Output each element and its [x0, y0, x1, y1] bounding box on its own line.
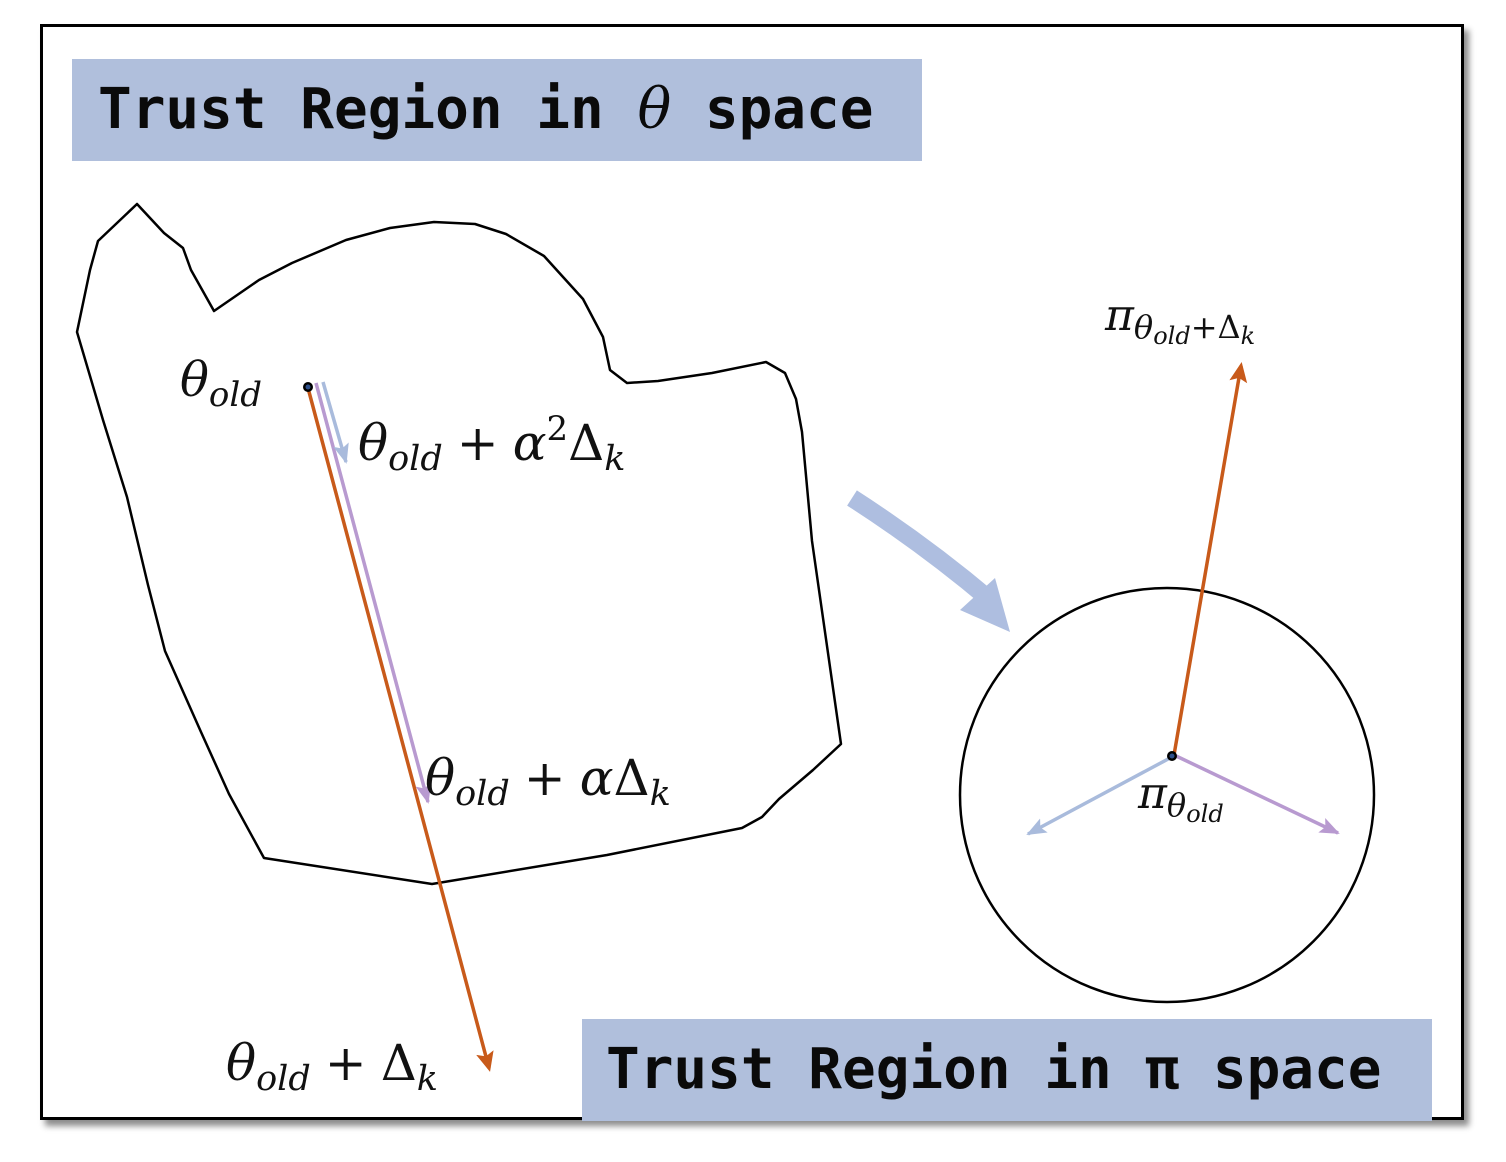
theta-trust-region-outline [75, 202, 843, 886]
theta-title-symbol: θ [637, 77, 672, 142]
label-theta-alpha2: θold + α2Δk [358, 409, 625, 479]
theta-title-suffix: space [671, 77, 874, 142]
label-theta-full: θold + Δk [226, 1034, 438, 1099]
label-pi-new: πθold+Δk [1104, 290, 1255, 350]
pi-old-point-core [1169, 753, 1175, 759]
pi-new-arrow [1172, 362, 1248, 756]
step-alpha2-arrow [321, 381, 349, 464]
label-pi-old: πθold [1137, 768, 1224, 828]
pi-space-title: Trust Region in π space [582, 1019, 1432, 1121]
mapping-arrow [847, 490, 996, 607]
pi-purple-arrow [1173, 753, 1340, 835]
label-theta-alpha: θold + αΔk [425, 749, 671, 814]
mapping-arrow-head [960, 578, 1010, 632]
pi-trust-region-circle [958, 586, 1376, 1004]
pi-blue-arrow [1026, 756, 1171, 836]
label-theta-old: θold [180, 352, 262, 415]
step-full-arrow [306, 387, 494, 1072]
figure-frame [40, 24, 1464, 1120]
theta-title-prefix: Trust Region in [98, 77, 638, 142]
theta-space-title: Trust Region in θ space [72, 59, 922, 161]
theta-old-point-core [305, 384, 311, 390]
